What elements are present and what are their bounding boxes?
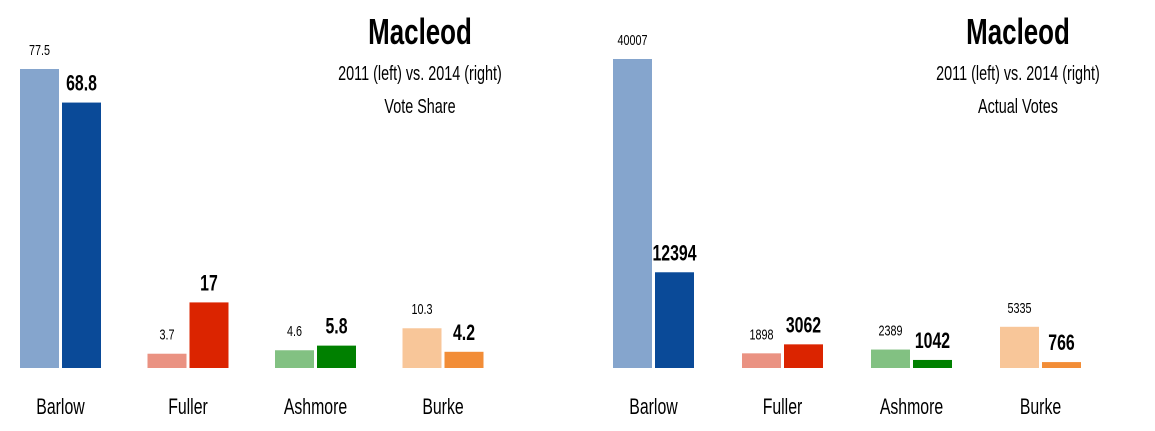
chart-title: Macleod	[966, 12, 1070, 52]
value-label-ashmore-2011: 4.6	[287, 322, 302, 339]
category-label: Fuller	[763, 396, 803, 420]
bar-fuller-2014	[784, 344, 823, 368]
value-label-burke-2014: 766	[1048, 332, 1074, 356]
bar-burke-2014	[1042, 362, 1081, 368]
value-label-barlow-2014: 12394	[652, 242, 696, 266]
value-label-ashmore-2014: 1042	[915, 330, 950, 354]
bar-fuller-2011	[147, 353, 187, 368]
chart-subtitle: 2011 (left) vs. 2014 (right)	[936, 62, 1100, 85]
category-label: Burke	[422, 396, 463, 420]
value-label-fuller-2011: 1898	[750, 326, 774, 343]
bar-burke-2011	[1000, 326, 1039, 368]
bar-ashmore-2011	[275, 350, 314, 368]
bar-burke-2014	[444, 351, 484, 368]
category-label: Burke	[1020, 396, 1061, 420]
value-label-fuller-2011: 3.7	[160, 326, 175, 343]
value-label-burke-2011: 10.3	[412, 300, 433, 317]
value-label-ashmore-2011: 2389	[879, 322, 903, 339]
bar-burke-2011	[402, 328, 442, 368]
chart-title: Macleod	[368, 12, 472, 52]
value-label-burke-2011: 5335	[1008, 299, 1032, 316]
value-label-barlow-2011: 77.5	[29, 41, 50, 58]
chart-metric: Vote Share	[384, 95, 455, 118]
value-label-fuller-2014: 3062	[786, 314, 821, 338]
bar-fuller-2011	[742, 353, 781, 368]
bar-ashmore-2014	[317, 345, 356, 368]
bar-barlow-2011	[20, 69, 59, 368]
bar-fuller-2014	[189, 302, 229, 368]
bar-ashmore-2011	[871, 349, 910, 368]
category-label: Barlow	[629, 396, 678, 420]
chart-subtitle: 2011 (left) vs. 2014 (right)	[338, 62, 502, 85]
bar-barlow-2011	[613, 59, 652, 368]
value-label-burke-2014: 4.2	[453, 321, 475, 345]
bar-barlow-2014	[655, 272, 694, 368]
bar-barlow-2014	[62, 102, 101, 369]
value-label-barlow-2011: 40007	[618, 31, 648, 48]
bar-ashmore-2014	[913, 359, 952, 368]
value-label-barlow-2014: 68.8	[66, 72, 97, 96]
category-label: Ashmore	[880, 396, 943, 420]
category-label: Fuller	[168, 396, 208, 420]
category-label: Ashmore	[284, 396, 347, 420]
category-label: Barlow	[36, 396, 85, 420]
chart-metric: Actual Votes	[978, 95, 1058, 118]
value-label-ashmore-2014: 5.8	[325, 315, 347, 339]
value-label-fuller-2014: 17	[200, 272, 218, 296]
